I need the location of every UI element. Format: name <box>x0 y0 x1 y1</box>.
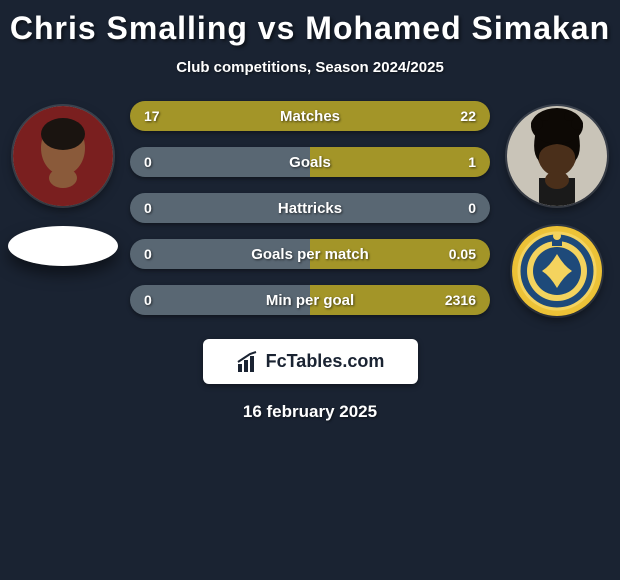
bar-left: 0 <box>130 147 310 177</box>
fctables-logo[interactable]: FcTables.com <box>203 339 418 384</box>
stat-row: 0 0.05 Goals per match <box>130 239 490 269</box>
stat-right-value: 2316 <box>445 292 476 308</box>
subtitle: Club competitions, Season 2024/2025 <box>0 59 620 76</box>
stat-row: 17 22 Matches <box>130 101 490 131</box>
stat-right-value: 0 <box>468 200 476 216</box>
stat-left-value: 17 <box>144 108 160 124</box>
stat-row: 0 1 Goals <box>130 147 490 177</box>
player-right-avatar <box>507 106 607 206</box>
stat-left-value: 0 <box>144 200 152 216</box>
bar-left: 17 <box>130 101 288 131</box>
club-right-badge <box>512 226 602 316</box>
stat-right-value: 22 <box>460 108 476 124</box>
stat-left-value: 0 <box>144 154 152 170</box>
stat-label: Min per goal <box>266 292 354 309</box>
stat-left-value: 0 <box>144 292 152 308</box>
bar-right: 1 <box>310 147 490 177</box>
stat-row: 0 2316 Min per goal <box>130 285 490 315</box>
stats-bars: 17 22 Matches 0 1 Goals 0 0 Hattricks 0 0.05 Goals … <box>118 101 502 331</box>
page-title: Chris Smalling vs Mohamed Simakan <box>0 10 620 47</box>
player-left-avatar <box>13 106 113 206</box>
left-column <box>8 101 118 266</box>
stat-right-value: 0.05 <box>449 246 476 262</box>
stat-label: Goals <box>289 154 331 171</box>
right-column <box>502 101 612 316</box>
stat-row: 0 0 Hattricks <box>130 193 490 223</box>
date-text: 16 february 2025 <box>0 402 620 422</box>
logo-text: FcTables.com <box>266 351 385 372</box>
club-left-badge <box>8 226 118 266</box>
stat-right-value: 1 <box>468 154 476 170</box>
comparison-card: Chris Smalling vs Mohamed Simakan Club c… <box>0 0 620 432</box>
stat-label: Goals per match <box>251 246 369 263</box>
stat-left-value: 0 <box>144 246 152 262</box>
chart-icon <box>236 350 260 374</box>
stat-label: Matches <box>280 108 340 125</box>
stat-label: Hattricks <box>278 200 342 217</box>
main-row: 17 22 Matches 0 1 Goals 0 0 Hattricks 0 0.05 Goals … <box>0 101 620 331</box>
